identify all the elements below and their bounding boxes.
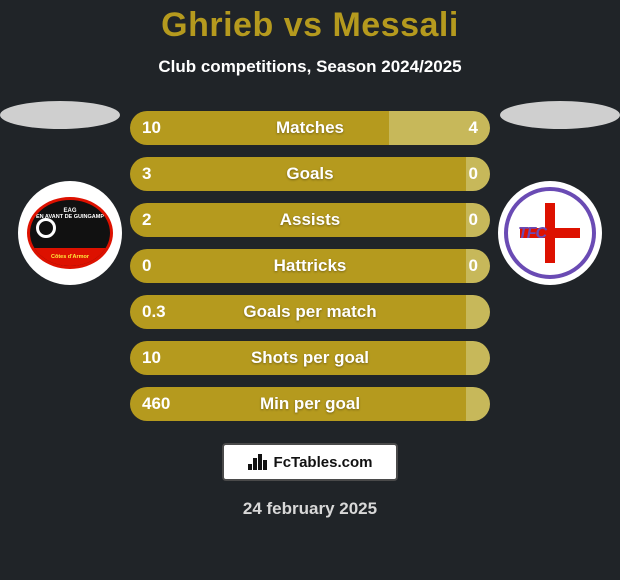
player-right-name: Messali — [332, 6, 458, 44]
stat-row-goals-per-match: 0.3Goals per match — [130, 295, 490, 329]
club-logo-toulouse: TFC — [504, 187, 596, 279]
player-left-shadow — [0, 101, 120, 129]
fctables-badge[interactable]: FcTables.com — [222, 443, 398, 481]
stat-right-value: 0 — [466, 249, 490, 283]
stat-row-goals: 30Goals — [130, 157, 490, 191]
stat-right-value — [466, 295, 490, 329]
club-left-region: Côtes d'Armor — [30, 248, 110, 266]
fctables-text: FcTables.com — [274, 454, 373, 471]
stat-row-min-per-goal: 460Min per goal — [130, 387, 490, 421]
fctables-bars-icon — [248, 454, 268, 470]
comparison-title: Ghrieb vs Messali — [0, 0, 620, 45]
club-badge-left: EAG EN AVANT DE GUINGAMP Côtes d'Armor — [18, 181, 122, 285]
stat-row-matches: 104Matches — [130, 111, 490, 145]
stat-left-value: 460 — [130, 387, 466, 421]
stat-left-value: 10 — [130, 111, 389, 145]
club-right-abbr: TFC — [518, 225, 546, 243]
stats-bars-container: 104Matches 30Goals 20Assists 00Hattricks 0.3… — [130, 111, 490, 421]
stat-right-value — [466, 387, 490, 421]
player-right-shadow — [500, 101, 620, 129]
stat-left-value: 0.3 — [130, 295, 466, 329]
stat-left-value: 3 — [130, 157, 466, 191]
club-logo-guingamp: EAG EN AVANT DE GUINGAMP Côtes d'Armor — [27, 197, 113, 269]
stat-right-value: 4 — [389, 111, 490, 145]
club-left-swirl-icon — [36, 218, 56, 238]
main-area: EAG EN AVANT DE GUINGAMP Côtes d'Armor T… — [0, 111, 620, 421]
stat-left-value: 0 — [130, 249, 466, 283]
stat-left-value: 2 — [130, 203, 466, 237]
player-left-name: Ghrieb — [161, 6, 274, 44]
subtitle: Club competitions, Season 2024/2025 — [0, 57, 620, 77]
stat-right-value: 0 — [466, 157, 490, 191]
vs-label: vs — [284, 6, 323, 44]
stat-right-value: 0 — [466, 203, 490, 237]
date-label: 24 february 2025 — [0, 499, 620, 519]
stat-right-value — [466, 341, 490, 375]
club-badge-right: TFC — [498, 181, 602, 285]
stat-row-hattricks: 00Hattricks — [130, 249, 490, 283]
stat-row-assists: 20Assists — [130, 203, 490, 237]
stat-row-shots-per-goal: 10Shots per goal — [130, 341, 490, 375]
club-left-abbr: EAG — [30, 200, 110, 214]
stat-left-value: 10 — [130, 341, 466, 375]
